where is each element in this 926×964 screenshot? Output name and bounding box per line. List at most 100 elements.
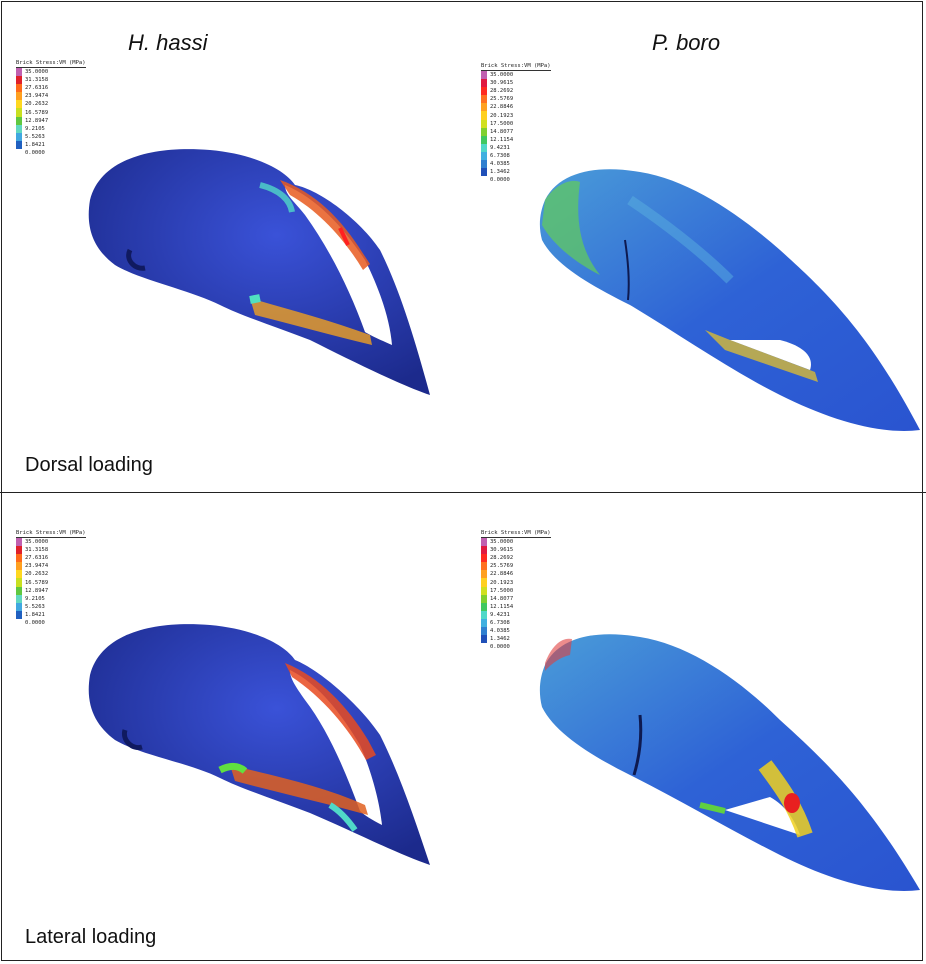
- legend-swatch: [16, 570, 22, 579]
- legend-swatch: [16, 132, 22, 141]
- legend-swatch: [481, 610, 487, 619]
- legend-value: 35.0000: [490, 539, 514, 546]
- legend-entry: 35.0000: [16, 68, 86, 77]
- legend-swatch: [481, 176, 487, 184]
- legend-entry: 6.7308: [481, 618, 551, 628]
- legend-entry: 0.0000: [481, 176, 551, 184]
- p-boro-dorsal-skull-model: [539, 169, 920, 431]
- legend-value: 0.0000: [490, 177, 510, 184]
- legend-swatch: [481, 578, 487, 587]
- legend-value: 9.2105: [25, 125, 45, 132]
- legend-entry: 12.8947: [16, 116, 86, 125]
- legend-swatch: [16, 546, 22, 555]
- legend-value: 16.5789: [25, 579, 49, 586]
- legend-swatch: [16, 602, 22, 611]
- legend-value: 31.3158: [25, 547, 49, 554]
- row-label-dorsal: Dorsal loading: [25, 454, 153, 476]
- legend-value: 22.8846: [490, 104, 514, 111]
- legend-entry: 9.2105: [16, 594, 86, 603]
- legend-entry: 1.8421: [16, 140, 86, 149]
- legend-value: 4.0385: [490, 628, 510, 635]
- legend-entry: 35.0000: [481, 71, 551, 80]
- legend-entry: 20.2632: [16, 570, 86, 579]
- legend-entry: 31.3158: [16, 546, 86, 555]
- legend-entry: 25.5769: [481, 562, 551, 571]
- legend-swatch: [481, 538, 487, 547]
- legend-swatch: [481, 87, 487, 96]
- h-hassi-dorsal-skull-model: [88, 149, 430, 395]
- legend-value: 20.2632: [25, 571, 49, 578]
- legend-value: 9.4231: [490, 144, 510, 151]
- legend-value: 0.0000: [490, 644, 510, 651]
- legend-entry: 16.5789: [16, 578, 86, 587]
- legend-entry: 17.5000: [481, 119, 551, 128]
- legend-entry: 35.0000: [16, 538, 86, 547]
- stress-legend-h-hassi-lateral: Brick Stress:VM (MPa) 35.0000 31.3158 27.63…: [16, 530, 86, 627]
- legend-swatch: [16, 140, 22, 149]
- legend-entry: 5.5263: [16, 132, 86, 141]
- legend-entry: 9.4231: [481, 143, 551, 152]
- legend-value: 14.8077: [490, 128, 514, 135]
- legend-entry: 5.5263: [16, 602, 86, 611]
- legend-swatch: [481, 562, 487, 571]
- legend-title: Brick Stress:VM (MPa): [481, 63, 551, 71]
- legend-swatch: [481, 95, 487, 104]
- legend-value: 27.6316: [25, 85, 49, 92]
- legend-entry: 14.8077: [481, 127, 551, 136]
- legend-entry: 0.0000: [481, 643, 551, 651]
- legend-value: 23.9474: [25, 93, 49, 100]
- legend-entry: 20.2632: [16, 100, 86, 109]
- legend-entry: 6.7308: [481, 151, 551, 161]
- legend-swatch: [16, 116, 22, 125]
- legend-swatch: [481, 570, 487, 579]
- legend-value: 1.3462: [490, 169, 510, 176]
- legend-value: 28.2692: [490, 88, 514, 95]
- legend-entry: 20.1923: [481, 578, 551, 587]
- legend-value: 30.9615: [490, 80, 514, 87]
- legend-entry: 16.5789: [16, 108, 86, 117]
- legend-swatch: [481, 111, 487, 120]
- legend-entry: 0.0000: [16, 619, 86, 627]
- legend-entry: 17.5000: [481, 586, 551, 595]
- legend-value: 12.1154: [490, 136, 514, 143]
- legend-value: 20.1923: [490, 112, 514, 119]
- legend-swatch: [481, 127, 487, 136]
- h-hassi-lateral-skull-model: [88, 624, 430, 865]
- legend-entry: 22.8846: [481, 570, 551, 579]
- legend-title: Brick Stress:VM (MPa): [481, 530, 551, 538]
- legend-entry: 23.9474: [16, 92, 86, 101]
- legend-swatch: [481, 103, 487, 112]
- legend-swatch: [481, 119, 487, 128]
- legend-title: Brick Stress:VM (MPa): [16, 60, 86, 68]
- legend-entry: 20.1923: [481, 111, 551, 120]
- species-label-h-hassi: H. hassi: [128, 30, 208, 55]
- legend-value: 1.8421: [25, 611, 45, 618]
- legend-swatch: [16, 100, 22, 109]
- legend-value: 17.5000: [490, 587, 514, 594]
- legend-entry: 1.8421: [16, 610, 86, 619]
- legend-entry: 30.9615: [481, 79, 551, 88]
- legend-value: 0.0000: [25, 149, 45, 156]
- legend-swatch: [481, 79, 487, 88]
- legend-swatch: [481, 143, 487, 152]
- stress-legend-h-hassi-dorsal: Brick Stress:VM (MPa) 35.0000 31.3158 27.63…: [16, 60, 86, 157]
- legend-value: 35.0000: [25, 539, 49, 546]
- legend-swatch: [481, 135, 487, 144]
- legend-entry: 9.4231: [481, 610, 551, 619]
- legend-entry: 12.8947: [16, 586, 86, 595]
- legend-value: 25.5769: [490, 563, 514, 570]
- legend-entry: 30.9615: [481, 546, 551, 555]
- legend-swatch: [16, 554, 22, 563]
- legend-entry: 22.8846: [481, 103, 551, 112]
- legend-swatch: [481, 594, 487, 603]
- legend-swatch: [16, 84, 22, 93]
- legend-swatch: [16, 586, 22, 595]
- legend-swatch: [481, 602, 487, 611]
- legend-entry: 14.8077: [481, 594, 551, 603]
- legend-entry: 23.9474: [16, 562, 86, 571]
- legend-value: 5.5263: [25, 133, 45, 140]
- legend-entry: 1.3462: [481, 168, 551, 177]
- legend-value: 12.8947: [25, 117, 49, 124]
- legend-value: 31.3158: [25, 77, 49, 84]
- legend-entry: 27.6316: [16, 554, 86, 563]
